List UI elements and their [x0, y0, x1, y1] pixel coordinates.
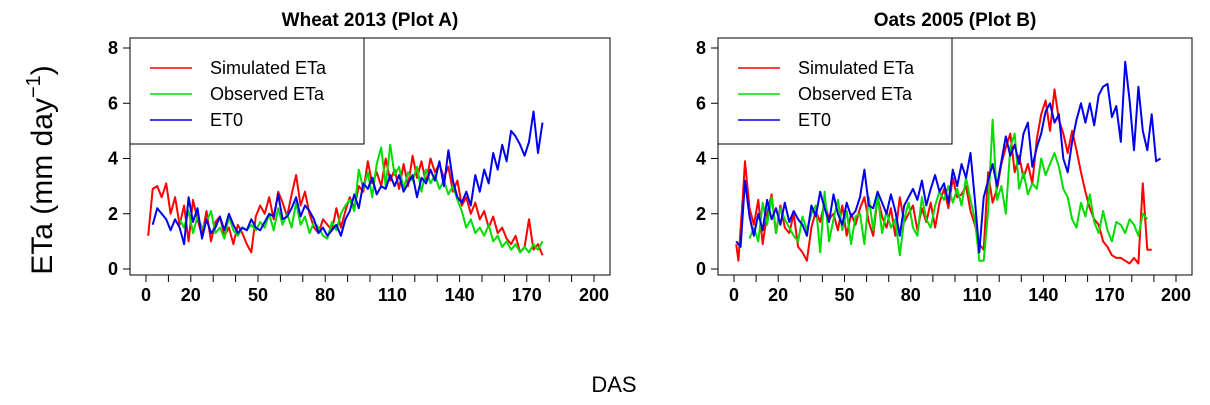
y-tick-label: 8 — [696, 38, 706, 58]
y-tick-label: 8 — [108, 38, 118, 58]
y-axis-label-main: ETa (mm day — [26, 98, 59, 275]
x-tick-label: 140 — [1028, 285, 1058, 305]
x-tick-label: 50 — [248, 285, 268, 305]
legend-box — [717, 37, 953, 145]
x-tick-label: 200 — [1161, 285, 1191, 305]
x-tick-label: 170 — [1095, 285, 1125, 305]
y-tick-label: 0 — [696, 259, 706, 279]
x-tick-label: 110 — [378, 285, 407, 305]
y-tick-label: 6 — [696, 93, 706, 113]
y-tick-label: 2 — [696, 204, 706, 224]
x-tick-label: 20 — [768, 285, 788, 305]
y-tick-label: 4 — [108, 149, 118, 169]
legend-entry: Observed ETa — [798, 84, 913, 104]
chart-title: Wheat 2013 (Plot A) — [282, 10, 459, 31]
x-tick-label: 170 — [512, 285, 542, 305]
y-tick-label: 6 — [108, 93, 118, 113]
legend-entry: Simulated ETa — [210, 58, 327, 78]
series-line-et0 — [735, 60, 1162, 254]
x-tick-label: 20 — [181, 285, 201, 305]
legend: Simulated ETa Observed ETa ET0 — [717, 37, 953, 145]
y-tick-label: 4 — [696, 149, 706, 169]
legend: Simulated ETa Observed ETa ET0 — [129, 37, 365, 145]
legend-entry: Simulated ETa — [798, 58, 915, 78]
legend-entry: ET0 — [798, 110, 831, 130]
y-axis-label: ETa (mm day−1) — [23, 65, 59, 275]
legend-entry: Observed ETa — [210, 84, 325, 104]
panel-wheat-2013: Wheat 2013 (Plot A) 0 20 50 80 110 140 170 200 0 2… — [108, 10, 611, 305]
y-tick-label: 2 — [108, 204, 118, 224]
y-tick-label: 0 — [108, 259, 118, 279]
x-tick-label: 80 — [901, 285, 921, 305]
legend-box — [129, 37, 365, 145]
legend-entry: ET0 — [210, 110, 243, 130]
x-tick-label: 0 — [729, 285, 739, 305]
y-axis-label-exponent: −1 — [23, 75, 45, 98]
x-tick-label: 140 — [445, 285, 475, 305]
x-tick-label: 80 — [315, 285, 335, 305]
chart-title: Oats 2005 (Plot B) — [874, 10, 1037, 31]
series-line-observed-eta — [748, 118, 1149, 262]
x-tick-label: 110 — [963, 285, 992, 305]
panel-oats-2005: Oats 2005 (Plot B) 0 20 50 80 110 140 170 200 0 2 4… — [696, 10, 1193, 305]
series-line-et0 — [151, 110, 544, 246]
y-axis-label-close: ) — [26, 65, 59, 75]
x-tick-label: 200 — [579, 285, 609, 305]
x-axis-label: DAS — [591, 372, 636, 397]
x-tick-label: 0 — [141, 285, 151, 305]
x-tick-label: 50 — [834, 285, 854, 305]
